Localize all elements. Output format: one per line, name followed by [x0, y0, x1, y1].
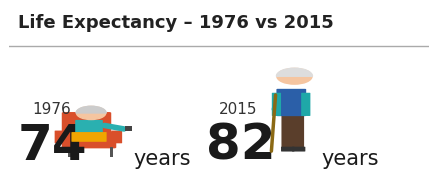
FancyBboxPatch shape — [281, 147, 295, 152]
FancyBboxPatch shape — [62, 131, 116, 148]
Text: Life Expectancy – 1976 vs 2015: Life Expectancy – 1976 vs 2015 — [18, 14, 334, 32]
Text: 82: 82 — [206, 122, 276, 170]
FancyBboxPatch shape — [282, 113, 293, 148]
FancyArrowPatch shape — [104, 125, 124, 129]
FancyBboxPatch shape — [71, 132, 107, 142]
Wedge shape — [276, 68, 313, 76]
FancyBboxPatch shape — [292, 113, 304, 148]
Text: 74: 74 — [17, 122, 87, 170]
Circle shape — [77, 106, 106, 120]
FancyBboxPatch shape — [301, 93, 310, 116]
Text: 1976: 1976 — [32, 102, 71, 117]
Text: years: years — [322, 149, 379, 169]
FancyBboxPatch shape — [55, 131, 65, 143]
Bar — [126, 126, 132, 131]
FancyArrowPatch shape — [274, 101, 277, 109]
FancyBboxPatch shape — [272, 93, 281, 116]
Bar — [68, 147, 71, 157]
FancyBboxPatch shape — [62, 112, 111, 133]
FancyBboxPatch shape — [75, 120, 103, 135]
Circle shape — [277, 68, 312, 84]
Bar — [110, 147, 114, 157]
FancyBboxPatch shape — [292, 147, 305, 152]
Wedge shape — [76, 106, 106, 113]
Text: 2015: 2015 — [219, 102, 258, 117]
FancyBboxPatch shape — [276, 89, 306, 116]
Text: years: years — [133, 149, 190, 169]
FancyBboxPatch shape — [111, 131, 122, 143]
